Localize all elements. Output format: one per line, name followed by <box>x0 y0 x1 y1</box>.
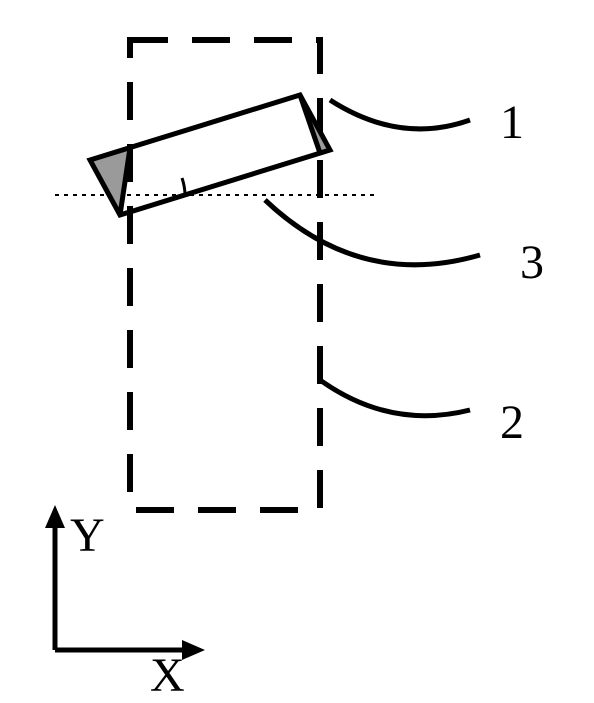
axis-x-label: X <box>150 648 185 703</box>
dashed-rect <box>130 40 320 510</box>
axis-y-arrow <box>45 505 65 528</box>
axis-y-label: Y <box>70 508 105 563</box>
label-3: 3 <box>520 235 544 290</box>
leader-1 <box>330 100 470 129</box>
axis-x-arrow <box>182 640 205 660</box>
leader-3 <box>265 200 480 265</box>
diagram-container: 1 3 2 Y X <box>0 0 594 698</box>
leader-2 <box>320 380 470 416</box>
label-1: 1 <box>500 95 524 150</box>
label-2: 2 <box>500 395 524 450</box>
